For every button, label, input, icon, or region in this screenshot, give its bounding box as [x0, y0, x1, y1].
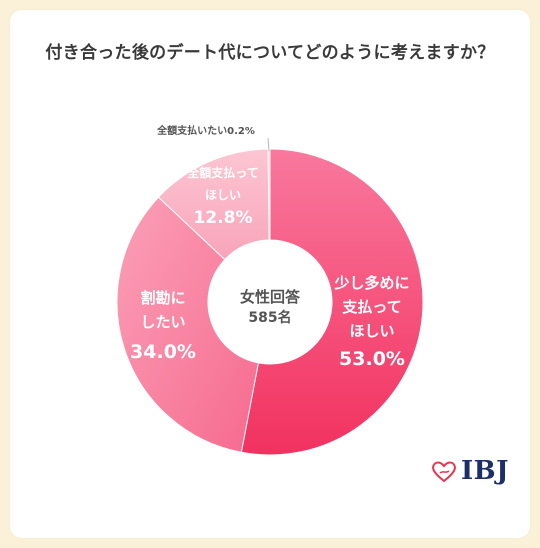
- chart-title: 付き合った後のデート代についてどのように考えますか？: [45, 43, 495, 63]
- slice-label-0-line-0: 少し多めに: [333, 274, 409, 292]
- slice-label-0-line-1: 支払って: [341, 298, 401, 316]
- ibj-logo: IBJ: [431, 456, 509, 486]
- center-label-count: 585名: [248, 309, 291, 326]
- logo-text: IBJ: [461, 456, 509, 486]
- pie-slice-1: [116, 196, 259, 453]
- heart-logo-icon: [432, 461, 456, 483]
- center-label-respondents: 女性回答: [240, 288, 301, 306]
- slice-label-3-callout: 全額支払いたい0.2%: [156, 124, 255, 137]
- slice-label-2-line-0: 全額支払って: [186, 165, 258, 180]
- slice-label-1-line-0: 割勘に: [140, 289, 185, 307]
- pie-slice-0: [240, 148, 424, 456]
- callout-line: [267, 137, 270, 152]
- slice-value-label-1: 34.0%: [130, 341, 196, 363]
- slice-value-label-2: 12.8%: [194, 208, 253, 228]
- slice-value-label-0: 53.0%: [339, 348, 405, 370]
- slice-label-1-line-1: したい: [140, 313, 185, 331]
- slice-label-0-line-2: ほしい: [349, 322, 394, 340]
- slice-label-2-line-1: ほしい: [205, 188, 241, 202]
